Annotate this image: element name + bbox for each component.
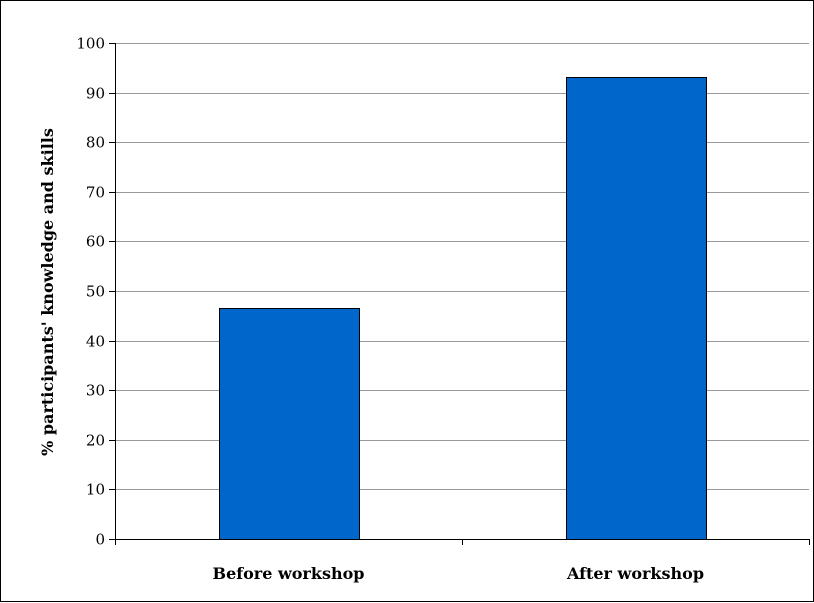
y-tick-label-50: 50 [86, 283, 105, 301]
y-tick-label-60: 60 [86, 233, 105, 251]
y-tick-label-20: 20 [86, 432, 105, 450]
y-tick-labels: 0 10 20 30 40 50 60 70 80 90 100 [76, 35, 105, 549]
y-tick-label-40: 40 [86, 333, 105, 351]
x-category-label-0: Before workshop [213, 564, 365, 583]
y-tick-label-80: 80 [86, 134, 105, 152]
bar-0 [219, 308, 360, 540]
axes [109, 43, 810, 545]
y-tick-label-0: 0 [95, 531, 105, 549]
y-tick-label-70: 70 [86, 184, 105, 202]
y-tick-label-100: 100 [76, 35, 105, 53]
y-tick-label-90: 90 [86, 85, 105, 103]
bars [219, 77, 707, 540]
x-category-label-1: After workshop [566, 564, 704, 583]
y-tick-label-10: 10 [86, 481, 105, 499]
y-tick-label-30: 30 [86, 382, 105, 400]
x-category-labels: Before workshop After workshop [213, 564, 704, 583]
bar-1 [566, 77, 707, 540]
y-axis-title: % participants' knowledge and skills [38, 128, 57, 456]
